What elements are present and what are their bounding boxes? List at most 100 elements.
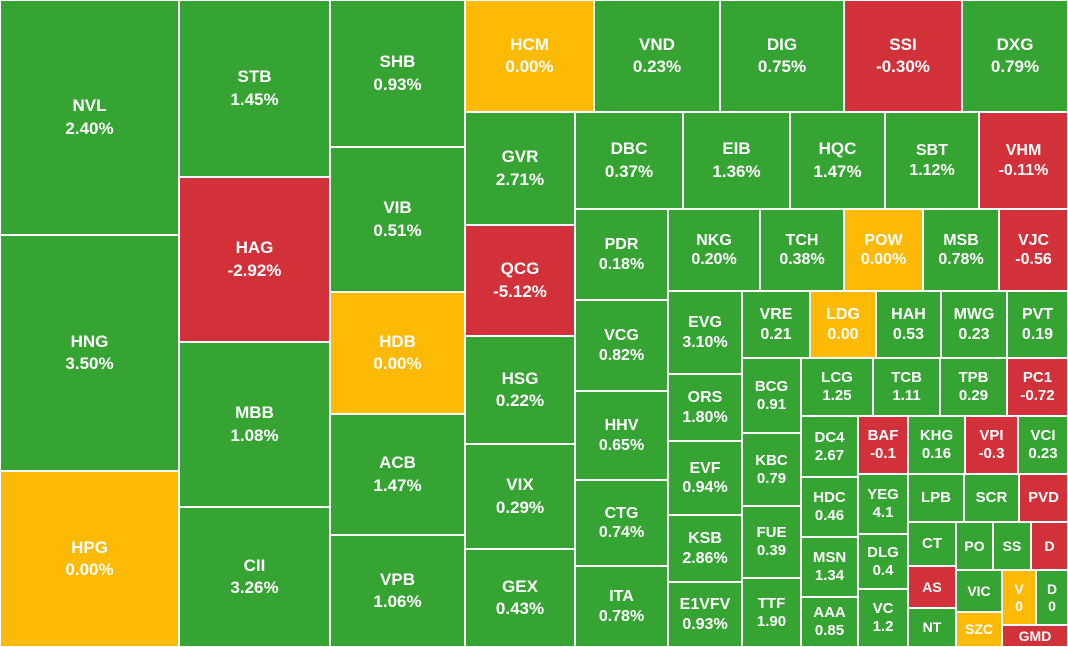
tile-hag-4[interactable]: HAG -2.92%	[179, 177, 330, 342]
ticker-label: TPB	[958, 369, 989, 386]
ticker-label: HAH	[891, 306, 926, 324]
tile-vjc-36[interactable]: VJC -0.56	[999, 209, 1068, 291]
tile-mbb-5[interactable]: MBB 1.08%	[179, 342, 330, 507]
tile-fue-49[interactable]: FUE 0.39	[742, 506, 801, 578]
ticker-label: HPG	[71, 537, 108, 557]
tile-msb-35[interactable]: MSB 0.78%	[923, 209, 999, 291]
tile-vnd-13[interactable]: VND 0.23%	[594, 0, 720, 112]
tile-hqc-24[interactable]: HQC 1.47%	[790, 112, 885, 209]
tile-as-73[interactable]: AS	[908, 566, 956, 608]
tile-bcg-47[interactable]: BCG 0.91	[742, 358, 801, 433]
tile-dlg-64[interactable]: DLG 0.4	[858, 534, 908, 589]
change-label: -5.12%	[493, 281, 547, 301]
tile-nt-77[interactable]: NT	[908, 608, 956, 647]
tile-aaa-58[interactable]: AAA 0.85	[801, 597, 858, 647]
tile-vix-20[interactable]: VIX 0.29%	[465, 444, 575, 549]
tile-vc-65[interactable]: VC 1.2	[858, 589, 908, 647]
ticker-label: KSB	[688, 530, 722, 548]
change-label: 2.40%	[65, 118, 114, 138]
tile-ttf-50[interactable]: TTF 1.90	[742, 578, 801, 647]
ticker-label: V	[1014, 580, 1024, 597]
tile-stb-3[interactable]: STB 1.45%	[179, 0, 330, 177]
tile-dig-14[interactable]: DIG 0.75%	[720, 0, 844, 112]
tile-msn-57[interactable]: MSN 1.34	[801, 537, 858, 597]
tile-ssi-15[interactable]: SSI -0.30%	[844, 0, 962, 112]
tile-vib-8[interactable]: VIB 0.51%	[330, 147, 465, 292]
tile-gex-21[interactable]: GEX 0.43%	[465, 549, 575, 647]
tile-evf-39[interactable]: EVF 0.94%	[668, 441, 742, 515]
tile-pvt-46[interactable]: PVT 0.19	[1007, 291, 1068, 358]
tile-dc4-55[interactable]: DC4 2.67	[801, 416, 858, 477]
tile-ct-69[interactable]: CT	[908, 522, 956, 566]
change-label: 0.93%	[682, 615, 728, 633]
tile-vhm-26[interactable]: VHM -0.11%	[979, 112, 1068, 209]
tile-ldg-43[interactable]: LDG 0.00	[810, 291, 876, 358]
tile-hng-1[interactable]: HNG 3.50%	[0, 235, 179, 471]
tile-hdc-56[interactable]: HDC 0.46	[801, 477, 858, 537]
tile-d-72[interactable]: D	[1031, 522, 1068, 570]
tile-e1vfv-41[interactable]: E1VFV 0.93%	[668, 582, 742, 647]
tile-vci-62[interactable]: VCI 0.23	[1018, 416, 1068, 474]
tile-vic-74[interactable]: VIC	[956, 570, 1002, 612]
tile-sbt-25[interactable]: SBT 1.12%	[885, 112, 979, 209]
tile-pdr-27[interactable]: PDR 0.18%	[575, 209, 668, 300]
tile-szc-78[interactable]: SZC	[956, 612, 1002, 647]
tile-lpb-66[interactable]: LPB	[908, 474, 964, 522]
tile-khg-60[interactable]: KHG 0.16	[908, 416, 965, 474]
tile-nvl-0[interactable]: NVL 2.40%	[0, 0, 179, 235]
change-label: 1.25	[822, 387, 852, 404]
tile-baf-59[interactable]: BAF -0.1	[858, 416, 908, 474]
tile-cii-6[interactable]: CII 3.26%	[179, 507, 330, 647]
ticker-label: HDC	[813, 489, 846, 506]
tile-nkg-32[interactable]: NKG 0.20%	[668, 209, 760, 291]
tile-dbc-22[interactable]: DBC 0.37%	[575, 112, 683, 209]
change-label: 0	[1048, 597, 1056, 614]
tile-ors-38[interactable]: ORS 1.80%	[668, 374, 742, 441]
tile-tpb-53[interactable]: TPB 0.29	[940, 358, 1007, 416]
tile-hsg-19[interactable]: HSG 0.22%	[465, 336, 575, 444]
tile-shb-7[interactable]: SHB 0.93%	[330, 0, 465, 147]
ticker-label: E1VFV	[679, 596, 731, 614]
ticker-label: HDB	[379, 331, 416, 351]
change-label: 0.21	[760, 325, 792, 343]
tile-hah-44[interactable]: HAH 0.53	[876, 291, 941, 358]
tile-hdb-9[interactable]: HDB 0.00%	[330, 292, 465, 414]
tile-yeg-63[interactable]: YEG 4.1	[858, 474, 908, 534]
tile-kbc-48[interactable]: KBC 0.79	[742, 433, 801, 506]
ticker-label: ITA	[609, 588, 634, 606]
tile-hhv-29[interactable]: HHV 0.65%	[575, 391, 668, 480]
tile-pc1-54[interactable]: PC1 -0.72	[1007, 358, 1068, 416]
tile-gmd-79[interactable]: GMD	[1002, 625, 1068, 647]
tile-pvd-68[interactable]: PVD	[1019, 474, 1068, 522]
tile-acb-10[interactable]: ACB 1.47%	[330, 414, 465, 535]
ticker-label: NVL	[72, 96, 107, 116]
tile-eib-23[interactable]: EIB 1.36%	[683, 112, 790, 209]
tile-ss-71[interactable]: SS	[993, 522, 1031, 570]
tile-lcg-51[interactable]: LCG 1.25	[801, 358, 873, 416]
ticker-label: TCB	[891, 369, 922, 386]
tile-vre-42[interactable]: VRE 0.21	[742, 291, 810, 358]
tile-ita-31[interactable]: ITA 0.78%	[575, 566, 668, 647]
ticker-label: POW	[864, 231, 903, 249]
tile-vcg-28[interactable]: VCG 0.82%	[575, 300, 668, 391]
tile-vpb-11[interactable]: VPB 1.06%	[330, 535, 465, 647]
tile-scr-67[interactable]: SCR	[964, 474, 1019, 522]
tile-qcg-18[interactable]: QCG -5.12%	[465, 225, 575, 336]
tile-pow-34[interactable]: POW 0.00%	[844, 209, 923, 291]
tile-dxg-16[interactable]: DXG 0.79%	[962, 0, 1068, 112]
tile-ksb-40[interactable]: KSB 2.86%	[668, 515, 742, 582]
tile-hpg-2[interactable]: HPG 0.00%	[0, 471, 179, 647]
tile-gvr-17[interactable]: GVR 2.71%	[465, 112, 575, 225]
tile-tcb-52[interactable]: TCB 1.11	[873, 358, 940, 416]
tile-hcm-12[interactable]: HCM 0.00%	[465, 0, 594, 112]
ticker-label: KBC	[755, 451, 788, 469]
tile-mwg-45[interactable]: MWG 0.23	[941, 291, 1007, 358]
tile-ctg-30[interactable]: CTG 0.74%	[575, 480, 668, 566]
tile-tch-33[interactable]: TCH 0.38%	[760, 209, 844, 291]
change-label: 3.10%	[682, 333, 728, 351]
tile-po-70[interactable]: PO	[956, 522, 993, 570]
tile-evg-37[interactable]: EVG 3.10%	[668, 291, 742, 374]
tile-vpi-61[interactable]: VPI -0.3	[965, 416, 1018, 474]
